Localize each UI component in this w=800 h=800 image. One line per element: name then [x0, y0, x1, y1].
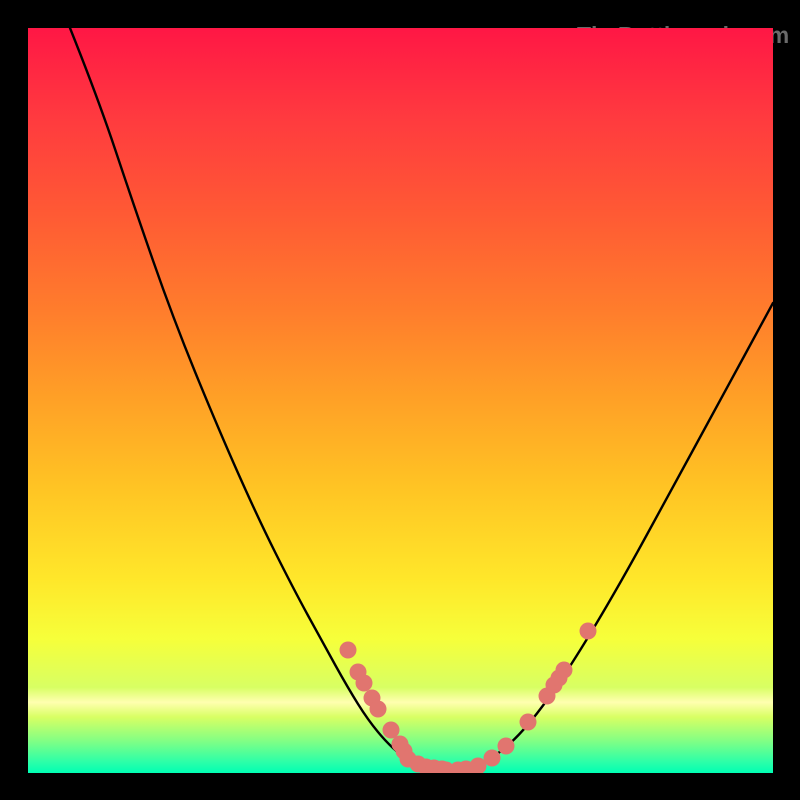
data-marker	[556, 662, 573, 679]
data-marker	[383, 722, 400, 739]
data-marker	[484, 750, 501, 767]
data-marker	[498, 738, 515, 755]
chart-svg	[28, 28, 773, 773]
data-marker	[580, 623, 597, 640]
data-marker	[520, 714, 537, 731]
chart-background	[28, 28, 773, 773]
data-marker	[340, 642, 357, 659]
plot-area	[28, 28, 773, 773]
data-marker	[356, 675, 373, 692]
data-marker	[370, 701, 387, 718]
